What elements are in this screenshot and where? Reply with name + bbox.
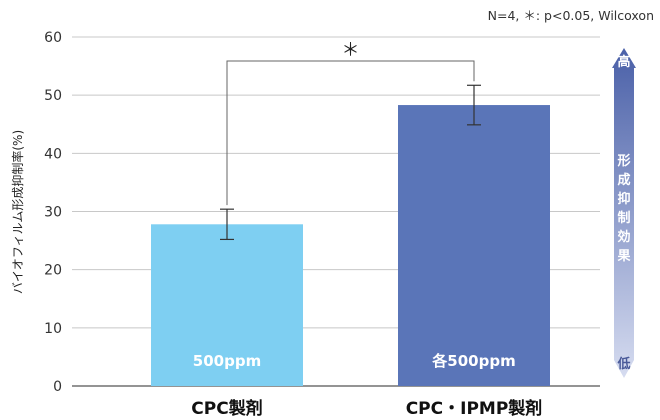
effect-arrow-char: 抑 bbox=[617, 191, 630, 207]
effect-arrow-char: 果 bbox=[616, 249, 630, 264]
significance-bracket: ＊ bbox=[226, 40, 475, 206]
effect-arrow-char: 成 bbox=[617, 172, 630, 188]
y-axis-ticks: 0 10 20 30 40 50 60 bbox=[44, 30, 62, 395]
effect-arrow-high: 高 bbox=[617, 54, 630, 70]
y-tick-label: 0 bbox=[53, 379, 62, 395]
y-tick-label: 50 bbox=[44, 88, 62, 104]
bars: 500ppm 各500ppm bbox=[151, 105, 550, 387]
effect-arrow-char: 形 bbox=[617, 154, 630, 169]
y-tick-label: 10 bbox=[44, 321, 62, 337]
effect-arrow-char: 制 bbox=[617, 210, 630, 226]
x-category-label: CPC・IPMP製剤 bbox=[406, 398, 543, 419]
bar bbox=[151, 224, 303, 386]
bar-data-label: 500ppm bbox=[193, 352, 261, 370]
significance-line bbox=[226, 60, 475, 206]
bar bbox=[398, 105, 550, 387]
error-bars bbox=[220, 84, 481, 241]
chart-note: N=4, ＊: p<0.05, Wilcoxon bbox=[488, 8, 654, 23]
x-category-label: CPC製剤 bbox=[191, 398, 262, 419]
bar-data-label: 各500ppm bbox=[431, 352, 515, 370]
y-axis-label: バイオフィルム形成抑制率(%) bbox=[10, 130, 25, 294]
effect-arrow-char: 効 bbox=[617, 229, 630, 245]
effect-arrow-shape bbox=[612, 48, 636, 378]
effect-arrow-text: 形成抑制効果 bbox=[616, 154, 630, 264]
effect-arrow: 高 形成抑制効果 低 bbox=[612, 48, 636, 378]
significance-mark: ＊ bbox=[342, 40, 360, 61]
y-tick-label: 20 bbox=[44, 263, 62, 279]
y-tick-label: 40 bbox=[44, 146, 62, 162]
x-axis-categories: CPC製剤 CPC・IPMP製剤 bbox=[191, 398, 542, 419]
effect-arrow-low: 低 bbox=[616, 356, 630, 372]
y-tick-label: 60 bbox=[44, 30, 62, 46]
y-tick-label: 30 bbox=[44, 205, 62, 221]
